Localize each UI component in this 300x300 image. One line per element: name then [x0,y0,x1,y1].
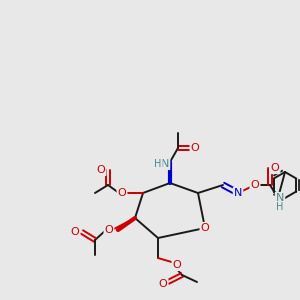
Text: H: H [276,202,284,212]
Text: N: N [161,159,169,169]
Text: O: O [201,223,209,233]
Text: O: O [105,225,113,235]
Text: N: N [234,188,242,198]
Text: O: O [70,227,80,237]
Text: O: O [97,165,105,175]
Text: N: N [276,193,284,203]
Text: O: O [250,180,260,190]
Text: O: O [159,279,167,289]
Text: O: O [190,143,200,153]
Text: O: O [271,163,279,173]
Text: O: O [118,188,126,198]
Text: H: H [154,159,162,169]
Text: O: O [172,260,182,270]
